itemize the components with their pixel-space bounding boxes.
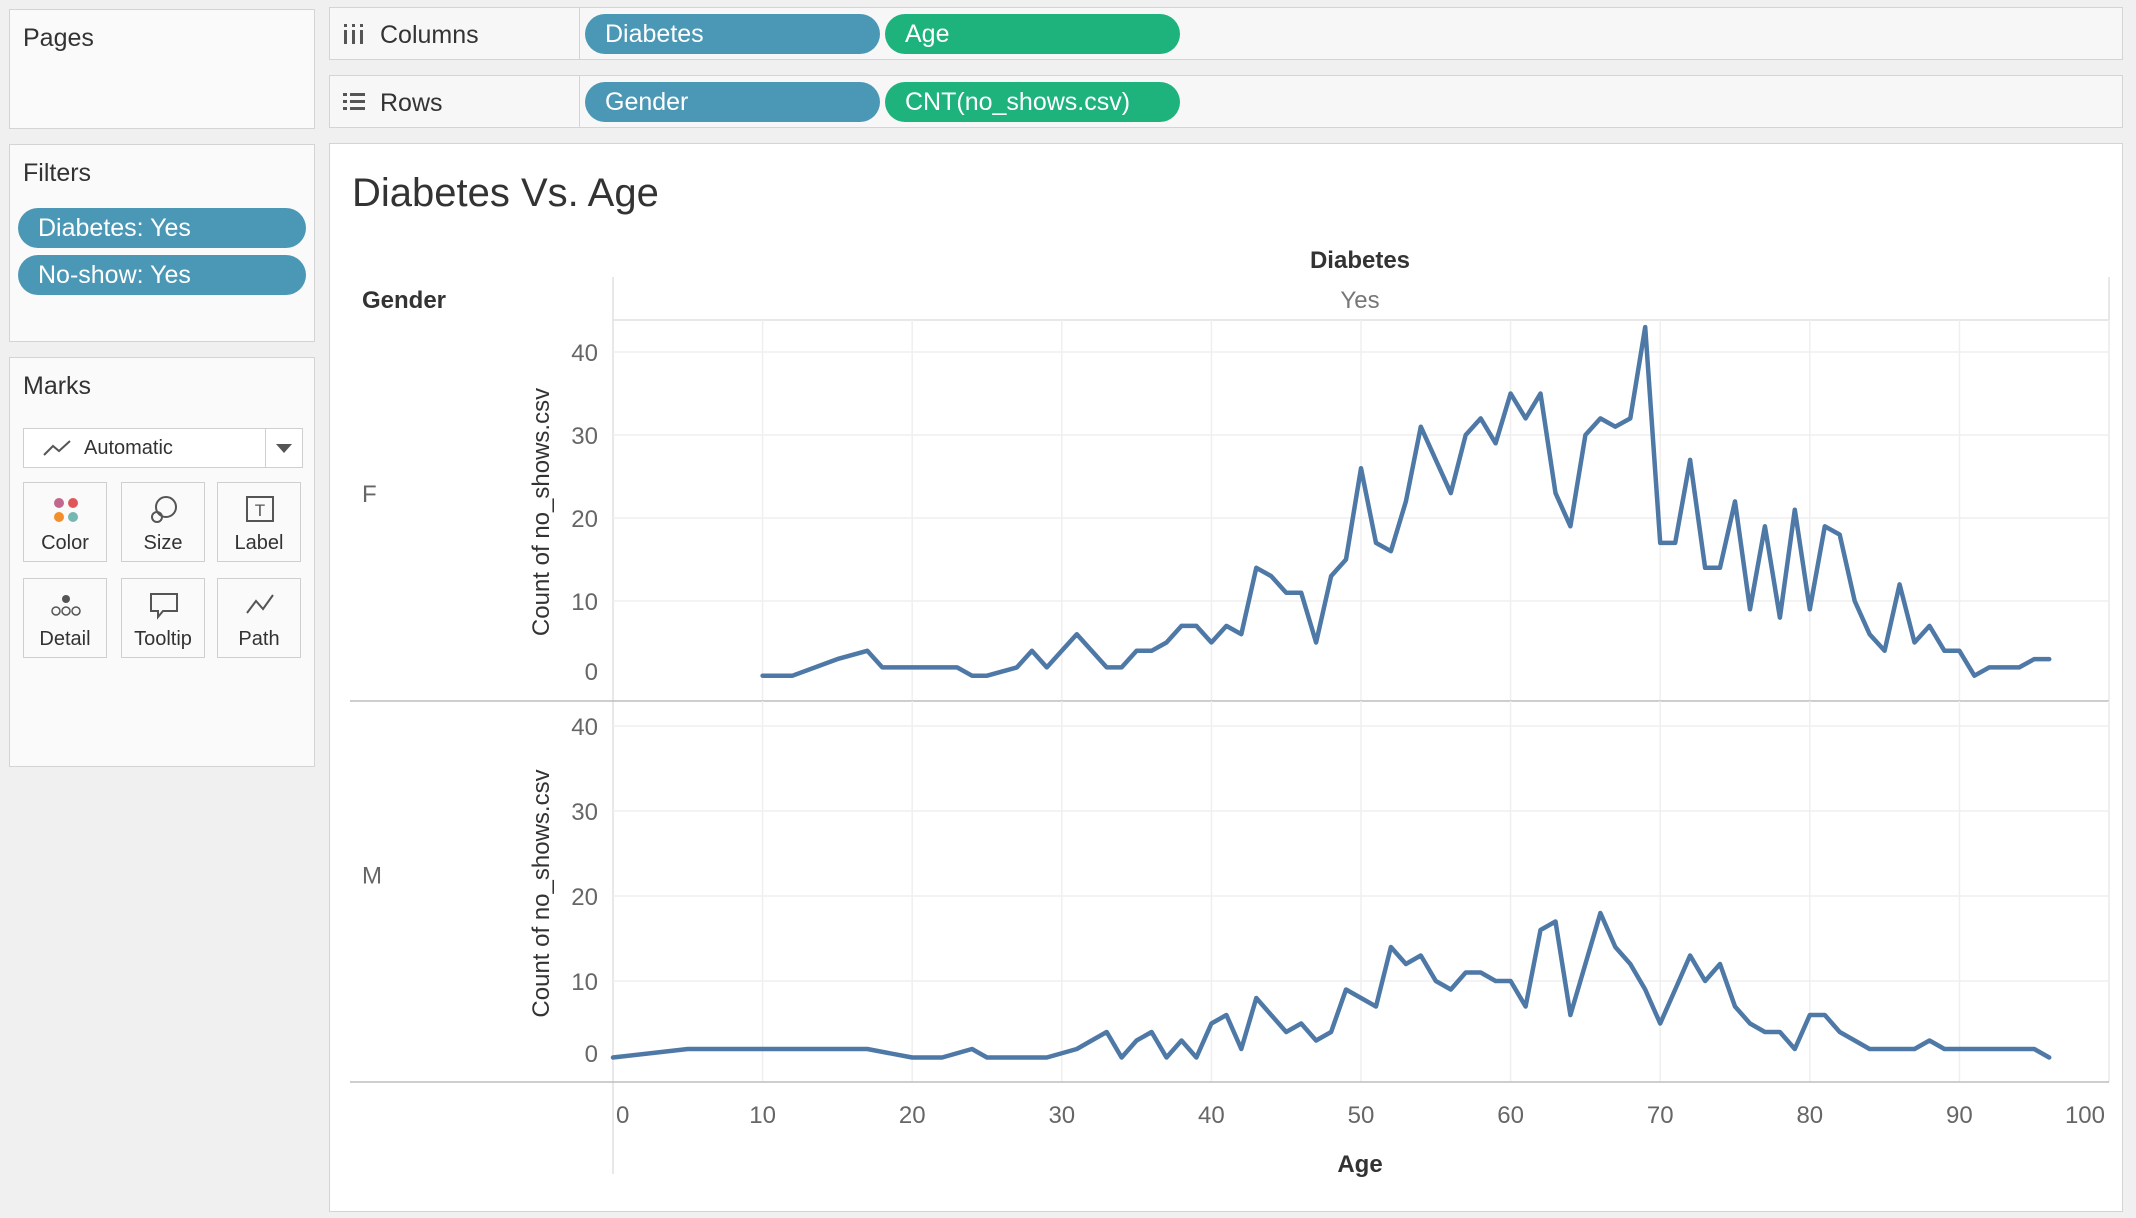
filter-pill-no-show[interactable]: No-show: Yes <box>18 255 306 295</box>
y-tick-label: 40 <box>571 714 598 741</box>
x-tick-label: 30 <box>1048 1102 1075 1129</box>
rows-shelf[interactable]: Rows Gender CNT(no_shows.csv) <box>329 75 2123 128</box>
size-button-label: Size <box>143 532 183 554</box>
color-button[interactable]: Color <box>23 482 107 562</box>
mark-type-label: Automatic <box>84 437 173 459</box>
column-header: Diabetes <box>1310 247 1410 274</box>
y-axis-title: Count of no_shows.csv <box>528 769 555 1017</box>
row-header: Gender <box>362 287 446 314</box>
x-tick-label: 0 <box>616 1102 629 1129</box>
filters-card-title: Filters <box>23 159 92 187</box>
x-tick-label: 60 <box>1497 1102 1524 1129</box>
line-mark-icon <box>43 440 71 456</box>
x-tick-label: 20 <box>899 1102 926 1129</box>
path-button-label: Path <box>238 628 280 650</box>
rows-label: Rows <box>380 89 443 117</box>
pages-card-title: Pages <box>23 24 94 52</box>
x-axis-title: Age <box>1337 1151 1382 1178</box>
columns-pill-age[interactable]: Age <box>885 14 1180 54</box>
chevron-down-icon[interactable] <box>276 444 292 453</box>
line-chart: Diabetes Vs. Age Diabetes Gender Yes Age… <box>350 171 2110 1178</box>
y-tick-label: 30 <box>571 423 598 450</box>
mark-type-dropdown[interactable]: Automatic <box>23 428 303 468</box>
size-icon <box>151 496 177 523</box>
columns-pill-diabetes[interactable]: Diabetes <box>585 14 880 54</box>
columns-icon <box>344 24 363 44</box>
detail-icon <box>51 595 81 616</box>
tooltip-button[interactable]: Tooltip <box>121 578 205 658</box>
color-icon <box>54 498 78 522</box>
rows-pill-count[interactable]: CNT(no_shows.csv) <box>885 82 1180 122</box>
x-tick-label: 40 <box>1198 1102 1225 1129</box>
y-tick-label: 10 <box>571 969 598 996</box>
row-label-m: M <box>362 863 382 890</box>
svg-text:T: T <box>255 501 265 520</box>
path-button[interactable]: Path <box>217 578 301 658</box>
x-tick-label: 100 <box>2065 1102 2105 1129</box>
y-tick-label: 20 <box>571 884 598 911</box>
x-tick-label: 50 <box>1348 1102 1375 1129</box>
y-axis-title: Count of no_shows.csv <box>528 388 555 636</box>
detail-button[interactable]: Detail <box>23 578 107 658</box>
y-tick-label: 40 <box>571 340 598 367</box>
columns-shelf-label: Columns <box>330 8 580 59</box>
marks-card-title: Marks <box>23 372 92 400</box>
y-tick-label: 30 <box>571 799 598 826</box>
filters-card: Filters Diabetes: Yes No-show: Yes <box>9 144 315 342</box>
pages-card: Pages <box>9 9 315 129</box>
label-button-label: Label <box>234 532 284 554</box>
filter-pill-diabetes[interactable]: Diabetes: Yes <box>18 208 306 248</box>
x-tick-label: 70 <box>1647 1102 1674 1129</box>
size-button[interactable]: Size <box>121 482 205 562</box>
x-tick-label: 10 <box>749 1102 776 1129</box>
dropdown-separator <box>265 429 266 467</box>
chart-title: Diabetes Vs. Age <box>352 171 659 215</box>
row-label-f: F <box>362 481 377 508</box>
columns-label: Columns <box>380 21 479 49</box>
y-tick-label: 20 <box>571 506 598 533</box>
rows-shelf-label: Rows <box>330 76 580 127</box>
line-series-m <box>610 910 2052 1060</box>
y-tick-label: 0 <box>585 659 598 686</box>
tooltip-icon <box>150 593 178 620</box>
path-icon <box>246 594 274 614</box>
line-series-f <box>760 324 2052 678</box>
column-value: Yes <box>1340 287 1379 314</box>
label-button[interactable]: T Label <box>217 482 301 562</box>
tooltip-button-label: Tooltip <box>134 628 192 650</box>
text-label-icon: T <box>246 496 274 522</box>
rows-pill-gender[interactable]: Gender <box>585 82 880 122</box>
marks-card: Marks Automatic Color Size T Label <box>9 357 315 767</box>
detail-button-label: Detail <box>39 628 91 650</box>
color-button-label: Color <box>41 532 89 554</box>
x-tick-label: 90 <box>1946 1102 1973 1129</box>
y-tick-label: 0 <box>585 1041 598 1068</box>
chart-view: Diabetes Vs. Age Diabetes Gender Yes Age… <box>329 143 2123 1212</box>
y-tick-label: 10 <box>571 589 598 616</box>
x-tick-label: 80 <box>1796 1102 1823 1129</box>
rows-icon <box>343 93 365 110</box>
columns-shelf[interactable]: Columns Diabetes Age <box>329 7 2123 60</box>
